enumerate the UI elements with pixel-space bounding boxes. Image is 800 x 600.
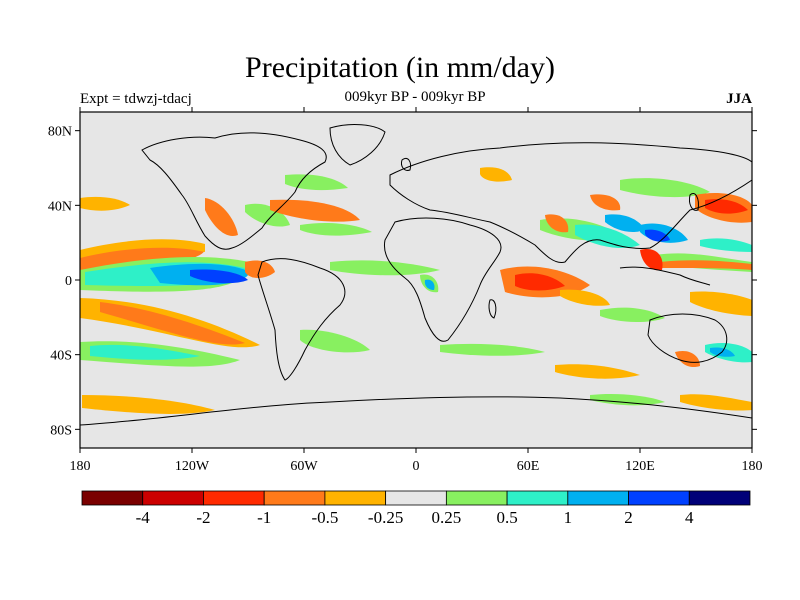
anomaly-patch xyxy=(90,344,200,360)
anomaly-patch xyxy=(300,222,372,236)
lat-tick-label: 40S xyxy=(50,349,72,364)
lat-tick-label: 80S xyxy=(50,423,72,438)
colorbar-swatch xyxy=(445,490,508,506)
anomaly-patch xyxy=(560,289,610,306)
anomaly-patch xyxy=(330,260,440,276)
anomaly-patch xyxy=(80,196,130,211)
anomaly-patch xyxy=(575,224,640,249)
coastline-north-america xyxy=(141,132,327,250)
anomaly-patch xyxy=(555,364,640,379)
anomaly-patch xyxy=(270,199,360,222)
anomaly-patch xyxy=(640,249,663,271)
anomaly-patch xyxy=(605,214,645,233)
anomaly-patch xyxy=(690,291,752,316)
anomaly-fields xyxy=(80,167,752,414)
lon-tick-label: 180 xyxy=(742,459,763,474)
coastline-africa xyxy=(383,217,502,342)
coastline-uk xyxy=(401,157,411,171)
coastline-japan xyxy=(689,193,699,211)
map-title: Precipitation (in mm/day) xyxy=(245,51,555,84)
anomaly-patch xyxy=(705,199,748,214)
lat-tick-label: 40N xyxy=(48,199,72,214)
colorbar-label: -0.25 xyxy=(368,508,403,527)
anomaly-patch xyxy=(190,269,248,284)
longitude-axis: 180 120W 60W 0 60E 120E 180 xyxy=(70,107,763,474)
lon-tick-label: 180 xyxy=(70,459,91,474)
anomaly-patch xyxy=(424,279,435,290)
anomaly-patch xyxy=(245,203,290,227)
coastline-eurasia xyxy=(389,142,752,264)
lat-tick-label: 80N xyxy=(48,125,72,140)
experiment-label: Expt = tdwzj-tdacj xyxy=(80,91,192,107)
anomaly-patch xyxy=(515,273,565,291)
lon-tick-label: 60W xyxy=(290,459,318,474)
colorbar-label: -4 xyxy=(136,508,151,527)
anomaly-patch xyxy=(285,174,348,191)
colorbar-swatch xyxy=(81,490,144,506)
coastline-indonesia xyxy=(619,266,711,286)
colorbar-label: 1 xyxy=(564,508,573,527)
anomaly-patch xyxy=(700,238,752,252)
colorbar-swatch xyxy=(324,490,387,506)
coastline-australia xyxy=(647,313,728,363)
season-label: JJA xyxy=(726,91,752,107)
colorbar-swatch xyxy=(142,490,204,506)
anomaly-patch xyxy=(600,307,665,323)
anomaly-patch xyxy=(660,260,752,270)
anomaly-patch xyxy=(100,302,245,345)
coastline-antarctica xyxy=(80,396,752,426)
colorbar: -4 -2 -1 -0.5 -0.25 0.25 0.5 1 2 4 xyxy=(81,490,751,527)
colorbar-swatch xyxy=(263,490,326,506)
anomaly-patch xyxy=(590,194,621,211)
colorbar-label: -0.5 xyxy=(311,508,338,527)
lon-tick-label: 0 xyxy=(413,459,420,474)
latitude-axis: 80N 40N 0 40S 80S xyxy=(48,125,757,438)
colorbar-swatch xyxy=(628,490,690,506)
coastline-greenland xyxy=(329,124,386,166)
anomaly-patch xyxy=(680,394,752,411)
colorbar-swatch xyxy=(567,490,629,506)
coastline-madagascar xyxy=(488,299,497,319)
colorbar-label: 2 xyxy=(624,508,633,527)
lon-tick-label: 60E xyxy=(517,459,540,474)
anomaly-patch xyxy=(82,395,215,414)
period-label: 009kyr BP - 009kyr BP xyxy=(344,89,486,105)
anomaly-patch xyxy=(440,343,545,356)
colorbar-swatch xyxy=(506,490,569,506)
colorbar-label: -1 xyxy=(257,508,271,527)
colorbar-label: 4 xyxy=(685,508,694,527)
colorbar-swatch xyxy=(688,490,751,506)
lon-tick-label: 120E xyxy=(625,459,655,474)
anomaly-patch xyxy=(300,329,370,353)
coastline-south-america xyxy=(257,258,346,381)
anomaly-patch xyxy=(480,167,512,182)
anomaly-patch xyxy=(80,239,205,258)
colorbar-label: 0.25 xyxy=(431,508,461,527)
lon-tick-label: 120W xyxy=(175,459,210,474)
anomaly-patch xyxy=(205,198,238,236)
colorbar-swatch xyxy=(203,490,265,506)
lat-tick-label: 0 xyxy=(65,274,72,289)
anomaly-patch xyxy=(620,178,710,198)
anomaly-patch xyxy=(590,393,665,406)
anomaly-patch xyxy=(545,214,569,233)
coastlines xyxy=(80,124,752,426)
colorbar-label: -2 xyxy=(196,508,210,527)
colorbar-swatch xyxy=(385,490,447,506)
anomaly-patch xyxy=(645,229,670,242)
colorbar-label: 0.5 xyxy=(496,508,517,527)
